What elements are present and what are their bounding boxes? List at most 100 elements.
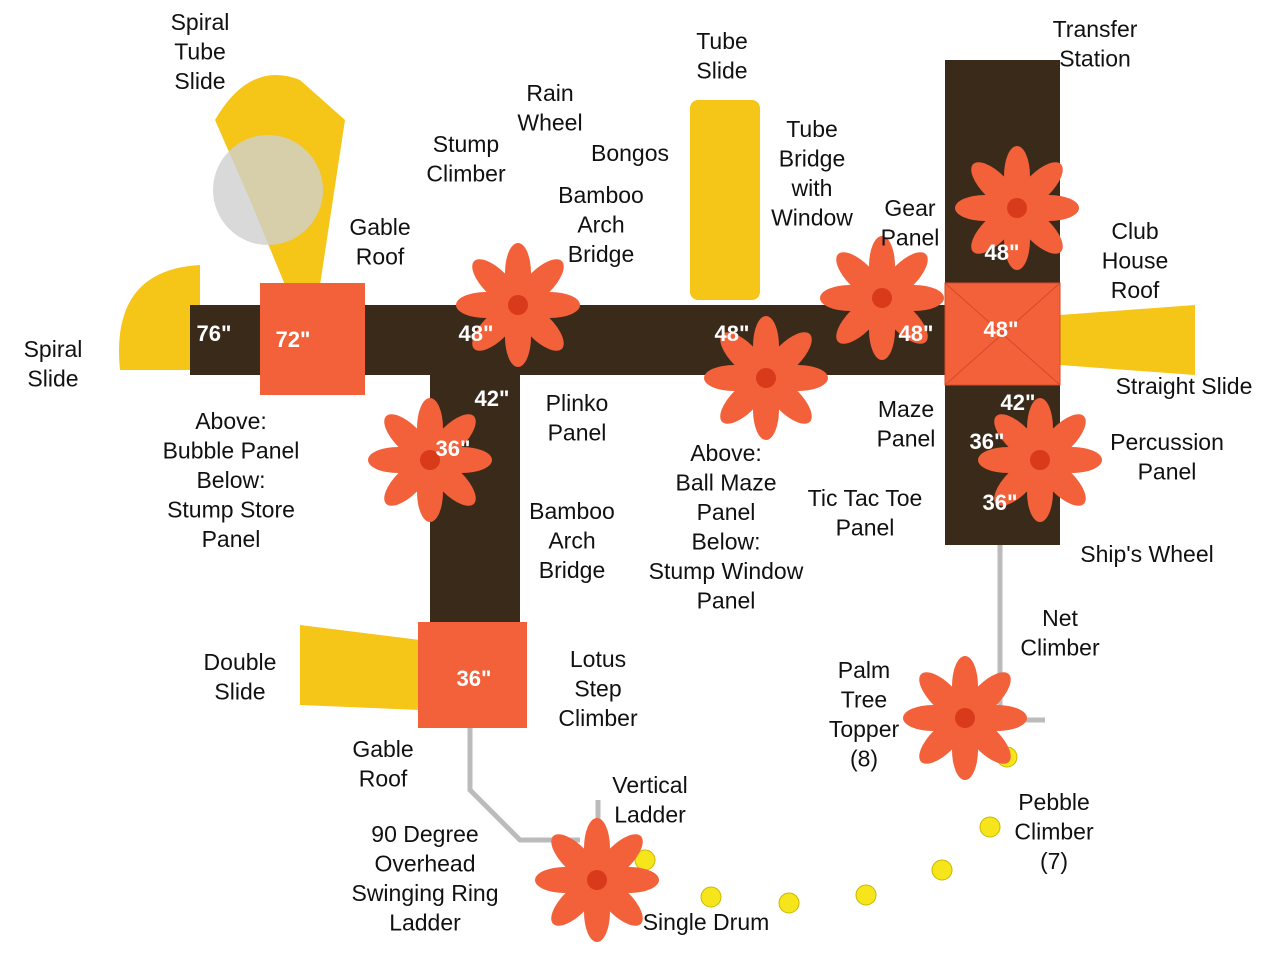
- deck-height: 48": [459, 321, 494, 346]
- palm-leaf: [596, 834, 643, 881]
- label: Club: [1111, 218, 1158, 244]
- palm-leaf: [1016, 207, 1063, 254]
- label: 90 Degree: [371, 821, 478, 847]
- label: Vertical: [612, 772, 687, 798]
- palm-center: [508, 295, 528, 315]
- label: Bridge: [779, 146, 845, 172]
- straight-slide: [1060, 305, 1195, 375]
- tube-slide: [690, 100, 760, 300]
- deck-height: 36": [983, 490, 1018, 515]
- palm-center: [587, 870, 607, 890]
- label: Gable: [349, 214, 410, 240]
- palm-leaf: [964, 717, 1011, 764]
- deck-height: 48": [984, 317, 1019, 342]
- label: Rain: [526, 80, 573, 106]
- palm-leaf: [551, 834, 598, 881]
- label: Slide: [27, 366, 78, 392]
- label: Maze: [878, 396, 934, 422]
- label: Stump Store: [167, 497, 295, 523]
- palm-leaf: [994, 414, 1041, 461]
- label: Slide: [214, 679, 265, 705]
- gable-roof: [418, 622, 527, 728]
- label: Single Drum: [643, 909, 770, 935]
- palm-center: [1007, 198, 1027, 218]
- label: Palm: [838, 657, 890, 683]
- palm-leaf: [384, 414, 431, 461]
- palm-leaf: [1016, 162, 1063, 209]
- palm-leaf: [517, 259, 564, 306]
- deck-height: 36": [436, 436, 471, 461]
- label: Stump Window: [649, 558, 804, 584]
- gable-roof: [260, 283, 365, 395]
- label: Ladder: [614, 802, 686, 828]
- label: Gable: [352, 736, 413, 762]
- label: Gear: [884, 195, 935, 221]
- palm-leaf: [720, 332, 767, 379]
- palm-leaf: [994, 459, 1041, 506]
- palm-leaf: [429, 459, 476, 506]
- label: Panel: [548, 420, 607, 446]
- label: House: [1102, 248, 1168, 274]
- label: Tic Tac Toe: [808, 485, 923, 511]
- deck-height: 36": [970, 429, 1005, 454]
- palm-leaf: [472, 304, 519, 351]
- label: Plinko: [546, 390, 609, 416]
- palm-leaf: [836, 252, 883, 299]
- label: Slide: [696, 58, 747, 84]
- label: Pebble: [1018, 789, 1090, 815]
- label: Station: [1059, 46, 1131, 72]
- palm-leaf: [765, 377, 812, 424]
- palm-leaf: [596, 879, 643, 926]
- label: Tube: [786, 116, 838, 142]
- palm-leaf: [765, 332, 812, 379]
- label: Panel: [202, 526, 261, 552]
- label: Double: [204, 649, 277, 675]
- palm-leaf: [1039, 414, 1086, 461]
- label: Topper: [829, 716, 900, 742]
- ring-ladder: [467, 728, 580, 843]
- label: Window: [771, 205, 853, 231]
- label: Panel: [1138, 459, 1197, 485]
- label: Panel: [836, 515, 895, 541]
- label: Ladder: [389, 910, 461, 936]
- label: Bamboo: [529, 498, 615, 524]
- palm-center: [872, 288, 892, 308]
- palm-center: [756, 368, 776, 388]
- label: Step: [574, 676, 621, 702]
- label: Climber: [426, 161, 506, 187]
- label: Lotus: [570, 646, 626, 672]
- label: Arch: [577, 212, 624, 238]
- deck-height: 48": [985, 240, 1020, 265]
- palm-trees: [368, 146, 1102, 942]
- label: Swinging Ring: [351, 880, 498, 906]
- label: Overhead: [374, 851, 475, 877]
- label: Roof: [356, 244, 405, 270]
- label: Ball Maze: [676, 470, 777, 496]
- label: Stump: [433, 131, 499, 157]
- palm-leaf: [472, 259, 519, 306]
- palm-leaf: [720, 377, 767, 424]
- label: Net: [1042, 605, 1078, 631]
- double-slide: [300, 625, 420, 710]
- label: Spiral: [24, 336, 83, 362]
- palm-leaf: [971, 207, 1018, 254]
- label: Above:: [195, 408, 267, 434]
- palm-center: [1030, 450, 1050, 470]
- deck-height: 48": [715, 321, 750, 346]
- label: Bridge: [539, 557, 605, 583]
- palm-leaf: [517, 304, 564, 351]
- spiral-slide: [119, 265, 200, 370]
- label: Bubble Panel: [163, 438, 300, 464]
- label: Tube: [174, 39, 226, 65]
- palm-leaf: [881, 297, 928, 344]
- label: Percussion: [1110, 429, 1224, 455]
- label: Spiral: [171, 9, 230, 35]
- palm-leaf: [881, 252, 928, 299]
- palm-center: [420, 450, 440, 470]
- deck-height: 76": [197, 321, 232, 346]
- label: (8): [850, 746, 878, 772]
- tube: [213, 135, 323, 245]
- deck-height: 48": [899, 321, 934, 346]
- label: Bridge: [568, 241, 634, 267]
